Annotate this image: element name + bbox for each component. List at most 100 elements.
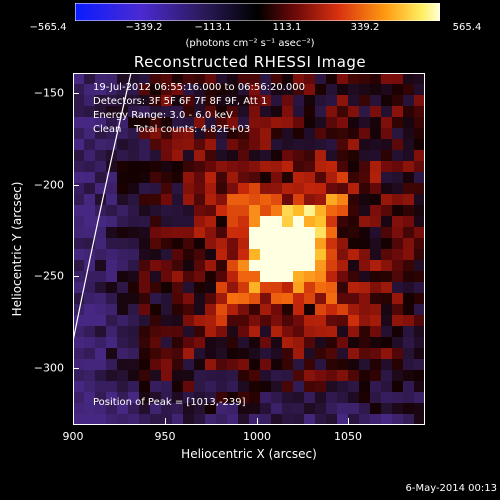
image-pixel <box>194 326 206 338</box>
image-pixel <box>194 282 206 294</box>
image-pixel <box>260 348 272 360</box>
image-pixel <box>293 161 305 173</box>
image-pixel <box>216 84 228 96</box>
image-pixel <box>348 117 360 129</box>
image-pixel <box>260 271 272 283</box>
image-pixel <box>260 282 272 294</box>
image-pixel <box>205 326 217 338</box>
image-pixel <box>326 183 338 195</box>
y-tick-mark <box>73 276 79 277</box>
image-pixel <box>128 370 140 382</box>
image-pixel <box>370 304 382 316</box>
image-pixel <box>370 359 382 371</box>
image-pixel <box>238 337 250 349</box>
image-pixel <box>271 392 283 404</box>
image-pixel <box>227 381 239 393</box>
image-pixel <box>106 216 118 228</box>
image-pixel <box>117 139 129 151</box>
image-pixel <box>370 348 382 360</box>
image-pixel <box>326 238 338 250</box>
image-pixel <box>183 271 195 283</box>
image-pixel <box>183 227 195 239</box>
image-pixel <box>205 183 217 195</box>
image-pixel <box>271 304 283 316</box>
image-pixel <box>194 73 206 85</box>
colorbar-tick: 565.4 <box>452 22 482 33</box>
image-pixel <box>183 172 195 184</box>
image-pixel <box>326 84 338 96</box>
image-pixel <box>139 403 151 415</box>
image-pixel <box>128 73 140 85</box>
image-pixel <box>150 73 162 85</box>
image-pixel <box>161 359 173 371</box>
image-pixel <box>304 73 316 85</box>
image-pixel <box>403 315 415 327</box>
image-pixel <box>282 117 294 129</box>
image-pixel <box>227 84 239 96</box>
solar-limb-line <box>73 73 132 342</box>
image-pixel <box>183 348 195 360</box>
image-pixel <box>183 414 195 425</box>
image-pixel <box>315 304 327 316</box>
image-pixel <box>128 238 140 250</box>
image-pixel <box>337 304 349 316</box>
image-pixel <box>161 381 173 393</box>
image-pixel <box>293 84 305 96</box>
image-pixel <box>304 128 316 140</box>
x-tick-mark <box>257 418 258 424</box>
image-pixel <box>183 304 195 316</box>
image-pixel <box>238 392 250 404</box>
image-pixel <box>73 150 85 162</box>
image-pixel <box>304 381 316 393</box>
image-pixel <box>84 260 96 272</box>
image-pixel <box>337 161 349 173</box>
image-pixel <box>403 392 415 404</box>
image-pixel <box>150 370 162 382</box>
image-pixel <box>150 84 162 96</box>
image-pixel <box>73 139 85 151</box>
image-pixel <box>403 337 415 349</box>
image-pixel <box>172 392 184 404</box>
image-pixel <box>227 117 239 129</box>
image-pixel <box>282 392 294 404</box>
image-pixel <box>238 84 250 96</box>
image-pixel <box>150 403 162 415</box>
image-pixel <box>183 84 195 96</box>
image-pixel <box>95 106 107 118</box>
image-pixel <box>326 326 338 338</box>
image-pixel <box>293 117 305 129</box>
image-pixel <box>150 326 162 338</box>
image-pixel <box>227 216 239 228</box>
image-pixel <box>381 282 393 294</box>
image-pixel <box>238 271 250 283</box>
image-pixel <box>326 106 338 118</box>
image-pixel <box>150 161 162 173</box>
image-pixel <box>194 315 206 327</box>
image-pixel <box>172 95 184 107</box>
image-pixel <box>194 194 206 206</box>
image-pixel <box>84 227 96 239</box>
image-pixel <box>194 348 206 360</box>
image-pixel <box>117 392 129 404</box>
image-pixel <box>304 403 316 415</box>
image-pixel <box>370 117 382 129</box>
image-pixel <box>227 238 239 250</box>
image-pixel <box>381 293 393 305</box>
image-pixel <box>414 172 425 184</box>
image-pixel <box>73 293 85 305</box>
image-pixel <box>282 282 294 294</box>
image-pixel <box>249 293 261 305</box>
image-pixel <box>348 150 360 162</box>
image-pixel <box>392 227 404 239</box>
image-pixel <box>106 172 118 184</box>
image-pixel <box>414 84 425 96</box>
image-pixel <box>392 403 404 415</box>
image-pixel <box>128 381 140 393</box>
image-pixel <box>370 95 382 107</box>
image-pixel <box>128 194 140 206</box>
image-pixel <box>403 73 415 85</box>
image-pixel <box>249 238 261 250</box>
image-pixel <box>106 84 118 96</box>
image-pixel <box>128 315 140 327</box>
image-pixel <box>139 238 151 250</box>
